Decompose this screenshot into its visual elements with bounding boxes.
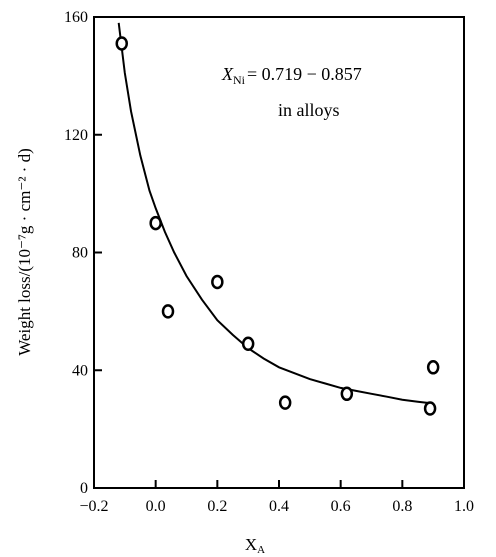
data-point bbox=[211, 274, 224, 290]
annotation-line2: in alloys bbox=[278, 100, 340, 120]
annotation-line1: XNi = 0.719 − 0.857 bbox=[221, 64, 362, 87]
y-tick-label: 80 bbox=[72, 245, 88, 262]
annotation: XNi = 0.719 − 0.857 in alloys bbox=[221, 64, 362, 120]
annotation-rest: = 0.719 − 0.857 bbox=[247, 64, 362, 84]
axes bbox=[93, 16, 465, 489]
annotation-sub: Ni bbox=[233, 73, 246, 87]
x-tick-label: 0.6 bbox=[331, 498, 351, 515]
y-tick-label: 40 bbox=[72, 362, 88, 379]
x-tick-label: 1.0 bbox=[454, 498, 474, 515]
data-point bbox=[278, 395, 292, 410]
data-point bbox=[423, 401, 437, 416]
data-point bbox=[115, 36, 128, 51]
annotation-main: X bbox=[221, 64, 234, 84]
x-axis-label: XA bbox=[245, 535, 265, 556]
x-axis-label-main: X bbox=[245, 535, 257, 554]
x-axis-label-sub: A bbox=[257, 544, 265, 556]
x-tick-label: 0.8 bbox=[392, 498, 412, 515]
data-point bbox=[161, 304, 175, 319]
data-point bbox=[241, 336, 255, 352]
x-tick-label: −0.2 bbox=[79, 498, 108, 515]
data-point bbox=[340, 386, 354, 402]
plot-frame bbox=[93, 16, 465, 489]
x-tick-label: 0.0 bbox=[146, 498, 166, 515]
y-axis-label: Weight loss/(10⁻⁷g · cm⁻² · d) bbox=[15, 148, 34, 356]
data-point bbox=[149, 215, 162, 231]
y-tick-label: 0 bbox=[80, 480, 88, 497]
data-points bbox=[115, 36, 440, 416]
ticks: −0.2 0.0 0.2 0.4 0.6 0.8 1.0 0 40 80 120 160 bbox=[64, 9, 474, 515]
y-tick-label: 120 bbox=[64, 127, 88, 144]
y-tick-label: 160 bbox=[64, 9, 88, 26]
x-tick-label: 0.4 bbox=[269, 498, 289, 515]
x-tick-label: 0.2 bbox=[207, 498, 227, 515]
data-point bbox=[426, 360, 440, 375]
